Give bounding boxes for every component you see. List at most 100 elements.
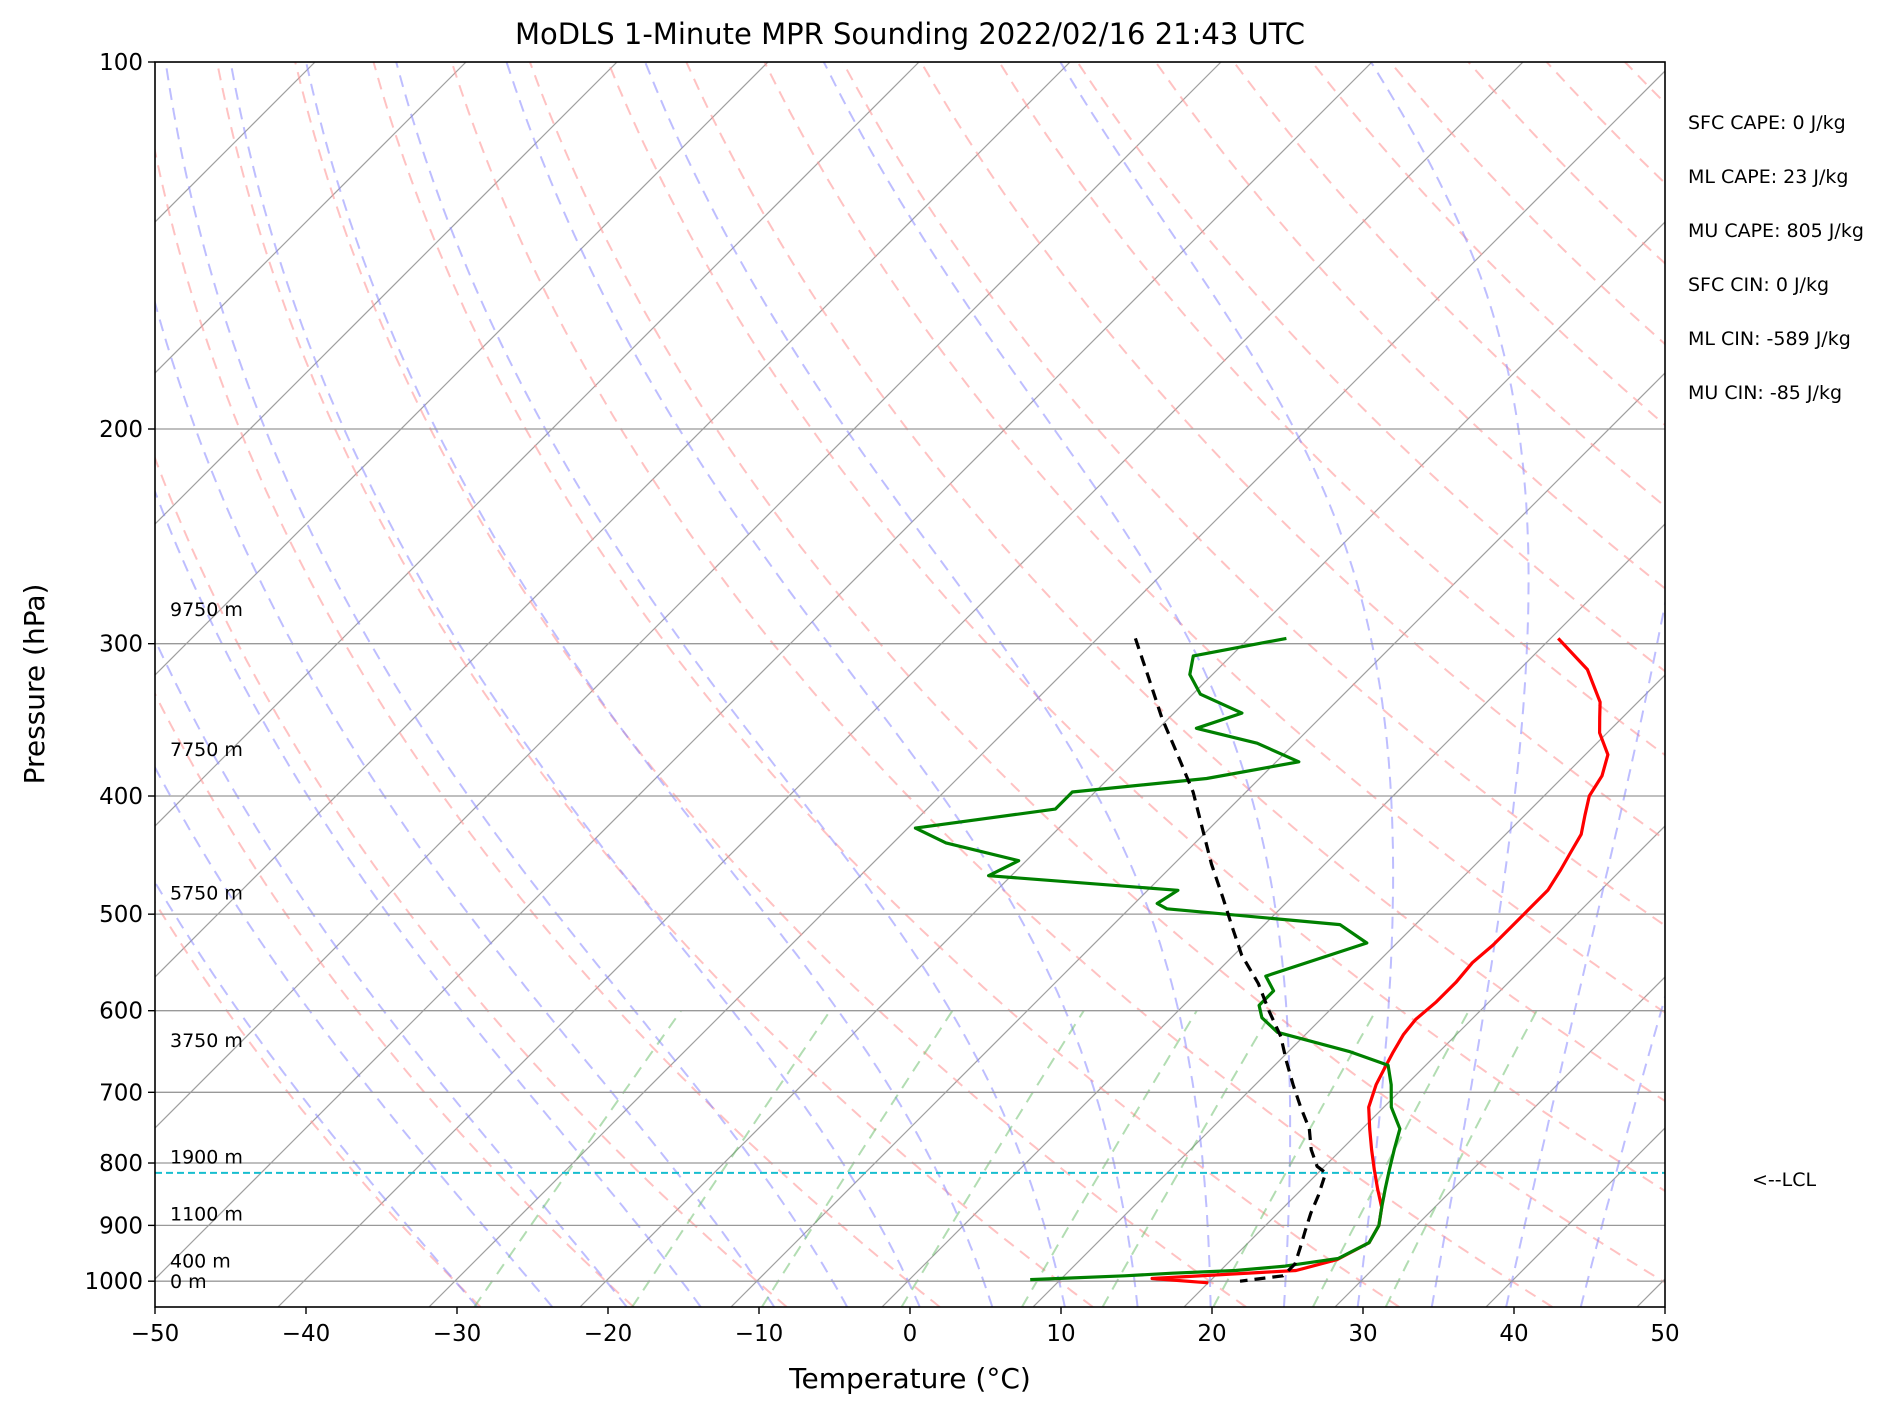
x-tick-label: −30: [433, 1321, 482, 1347]
isotherm-line: [1183, 825, 1665, 1307]
dry-adiabat-line: [450, 62, 1553, 1307]
dry-adiabat-line: [528, 62, 1665, 1284]
dry-adiabat-line: [1076, 62, 1665, 673]
moist-adiabat-line: [155, 880, 479, 1307]
y-tick-label: 900: [99, 1213, 143, 1239]
mixing-ratio-line: [473, 1010, 682, 1307]
mixing-ratio-line: [631, 1010, 832, 1307]
stat-line: MU CIN: -85 J/kg: [1688, 382, 1842, 404]
isotherm-line: [155, 62, 1373, 1280]
y-tick-label: 1000: [84, 1269, 143, 1295]
mixing-ratio-line: [1101, 1010, 1274, 1307]
dry-adiabat-line: [998, 62, 1665, 757]
stat-line: SFC CIN: 0 J/kg: [1688, 274, 1829, 296]
x-tick-label: 10: [1046, 1321, 1075, 1347]
dry-adiabat-line: [155, 146, 941, 1307]
chart-title: MoDLS 1-Minute MPR Sounding 2022/02/16 2…: [515, 17, 1305, 51]
x-tick-label: 30: [1348, 1321, 1377, 1347]
y-axis-label: Pressure (hPa): [18, 584, 51, 785]
moist-adiabat-line: [644, 62, 1212, 1307]
height-label: 1900 m: [170, 1146, 243, 1168]
dry-adiabat-line: [1703, 62, 1903, 1307]
height-label: 400 m: [170, 1251, 231, 1273]
moist-adiabat-line: [1370, 62, 1530, 1307]
isotherm-line: [155, 62, 769, 676]
y-tick-label: 100: [99, 50, 143, 76]
isotherm-line: [881, 523, 1665, 1307]
moist-adiabat-line: [155, 765, 554, 1307]
dry-adiabat-line: [841, 62, 1665, 927]
moist-adiabat-line: [164, 62, 848, 1307]
dry-adiabat-line: [1545, 62, 1665, 185]
dry-adiabat-line: [1467, 62, 1665, 265]
isotherm-line: [155, 62, 1222, 1129]
moist-adiabat-line: [1505, 598, 1665, 1307]
dry-adiabat-line: [1624, 62, 1665, 105]
height-label: 1100 m: [170, 1203, 243, 1225]
y-tick-label: 600: [99, 999, 143, 1025]
x-tick-label: 40: [1499, 1321, 1528, 1347]
y-tick-label: 200: [99, 417, 143, 443]
moist-adiabat-line: [395, 62, 1066, 1307]
mixing-ratio-line: [761, 1010, 954, 1307]
x-axis-label: Temperature (°C): [788, 1362, 1031, 1395]
y-tick-label: 800: [99, 1151, 143, 1177]
isotherm-line: [1032, 674, 1665, 1307]
mixing-ratio-line: [1021, 1010, 1198, 1307]
moist-adiabat-line: [155, 637, 628, 1307]
moist-adiabat-line: [822, 62, 1292, 1307]
isotherm-line: [155, 62, 618, 525]
mixing-ratio-line: [1312, 1010, 1470, 1307]
y-tick-label: 500: [99, 902, 143, 928]
sounding-profiles: [155, 636, 1665, 1285]
dry-adiabat-line: [155, 455, 788, 1307]
isotherm-line: [277, 62, 1524, 1307]
dewpoint-line: [913, 636, 1402, 1282]
moist-adiabat-line: [305, 62, 994, 1307]
dry-adiabat-line: [763, 62, 1665, 1014]
dry-adiabat-line: [920, 62, 1665, 841]
x-axis-ticks: −50 −40 −30 −20 −10 0 10 20 30 40 50: [131, 1307, 1680, 1347]
moist-adiabat-line: [155, 488, 702, 1307]
stats-panel: SFC CAPE: 0 J/kg ML CAPE: 23 J/kg MU CAPE:…: [1688, 112, 1864, 404]
x-tick-label: 50: [1650, 1321, 1679, 1347]
isotherm-line: [428, 70, 1665, 1307]
dry-adiabat-line: [1154, 62, 1665, 590]
y-tick-label: 300: [99, 632, 143, 658]
dry-adiabat-line: [685, 62, 1665, 1103]
x-tick-label: 20: [1197, 1321, 1226, 1347]
height-label: 7750 m: [170, 739, 243, 761]
height-label: 5750 m: [170, 883, 243, 905]
stat-line: ML CIN: -589 J/kg: [1688, 328, 1851, 350]
pressure-grid: [155, 62, 1665, 1282]
mixing-ratio-line: [1384, 1010, 1538, 1307]
height-label: 0 m: [170, 1271, 207, 1293]
height-label: 9750 m: [170, 599, 243, 621]
dry-adiabat-line: [1311, 62, 1665, 427]
parcel-line: [1133, 637, 1328, 1283]
lcl-label: <--LCL: [1752, 1169, 1816, 1191]
isotherm-line: [1636, 1278, 1665, 1307]
stat-line: MU CAPE: 805 J/kg: [1688, 220, 1864, 242]
background-lines: [155, 62, 1903, 1307]
y-tick-label: 400: [99, 784, 143, 810]
x-tick-label: 0: [903, 1321, 918, 1347]
dry-adiabat-line: [372, 62, 1400, 1307]
moist-adiabat-line: [229, 62, 921, 1307]
moist-adiabat-line: [155, 299, 776, 1307]
dry-adiabat-line: [155, 900, 482, 1307]
dry-adiabat-line: [216, 62, 1094, 1307]
dry-adiabat-line: [294, 62, 1247, 1307]
x-tick-label: −20: [584, 1321, 633, 1347]
moist-adiabat-line: [1579, 993, 1665, 1307]
x-tick-label: −50: [131, 1321, 180, 1347]
height-label: 3750 m: [170, 1030, 243, 1052]
height-labels: 9750 m 7750 m 5750 m 3750 m 1900 m 1100 m 400 …: [170, 599, 243, 1293]
moist-adiabat-line: [505, 62, 1139, 1307]
dry-adiabat-line: [155, 691, 635, 1307]
dry-adiabat-line: [607, 62, 1665, 1193]
isotherm-line: [1334, 976, 1665, 1307]
isotherm-line: [730, 372, 1665, 1307]
